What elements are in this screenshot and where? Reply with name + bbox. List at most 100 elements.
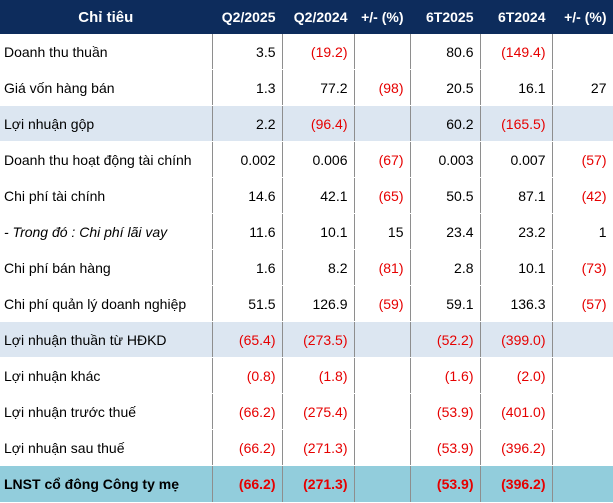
cell-q2-2024: 42.1 [282, 177, 355, 214]
row-label: Doanh thu hoạt động tài chính [0, 141, 213, 178]
cell-h-change: (73) [552, 249, 613, 286]
header-h-change: +/- (%) [552, 0, 613, 34]
cell-q-change [354, 429, 411, 466]
cell-6t2024: 136.3 [480, 285, 553, 322]
table-row: - Trong đó : Chi phí lãi vay 11.6 10.1 1… [0, 213, 613, 250]
cell-q-change [354, 357, 411, 394]
row-label: Chi phí quản lý doanh nghiệp [0, 285, 213, 322]
cell-6t2024: (149.4) [480, 34, 553, 70]
cell-h-change: (42) [552, 177, 613, 214]
cell-q2-2024: 10.1 [282, 213, 355, 250]
row-label: Lợi nhuận gộp [0, 105, 213, 142]
header-q2-2024: Q2/2024 [282, 0, 355, 34]
cell-q-change: (59) [354, 285, 411, 322]
cell-q2-2024: 126.9 [282, 285, 355, 322]
row-label: Lợi nhuận thuần từ HĐKD [0, 321, 213, 358]
cell-6t2024: (396.2) [480, 465, 553, 503]
cell-q2-2024: (273.5) [282, 321, 355, 358]
table-row: Chi phí bán hàng 1.6 8.2 (81) 2.8 10.1 (… [0, 249, 613, 286]
cell-q2-2025: 3.5 [212, 34, 283, 70]
table-row: Lợi nhuận thuần từ HĐKD (65.4) (273.5) (… [0, 321, 613, 358]
cell-h-change: (57) [552, 285, 613, 322]
row-label: Lợi nhuận trước thuế [0, 393, 213, 430]
row-label: LNST cổ đông Công ty mẹ [0, 465, 213, 503]
cell-h-change [552, 393, 613, 430]
cell-q2-2024: (96.4) [282, 105, 355, 142]
header-q2-2025: Q2/2025 [212, 0, 283, 34]
cell-q-change [354, 105, 411, 142]
cell-q2-2025: 1.6 [212, 249, 283, 286]
table-row: Giá vốn hàng bán 1.3 77.2 (98) 20.5 16.1… [0, 69, 613, 106]
row-label: Giá vốn hàng bán [0, 69, 213, 106]
cell-q2-2025: (66.2) [212, 465, 283, 503]
cell-6t2025: 80.6 [410, 34, 481, 70]
cell-h-change [552, 105, 613, 142]
cell-q2-2025: (0.8) [212, 357, 283, 394]
cell-6t2024: (396.2) [480, 429, 553, 466]
cell-q2-2025: (65.4) [212, 321, 283, 358]
table-row: Chi phí quản lý doanh nghiệp 51.5 126.9 … [0, 285, 613, 322]
cell-q2-2024: 8.2 [282, 249, 355, 286]
cell-6t2025: 60.2 [410, 105, 481, 142]
cell-h-change [552, 34, 613, 70]
table-row: Lợi nhuận sau thuế (66.2) (271.3) (53.9)… [0, 429, 613, 466]
row-label: Chi phí tài chính [0, 177, 213, 214]
cell-6t2024: 87.1 [480, 177, 553, 214]
cell-6t2025: 23.4 [410, 213, 481, 250]
table-row: Lợi nhuận gộp 2.2 (96.4) 60.2 (165.5) [0, 105, 613, 142]
table-row: Lợi nhuận trước thuế (66.2) (275.4) (53.… [0, 393, 613, 430]
cell-q2-2025: (66.2) [212, 429, 283, 466]
cell-q2-2025: (66.2) [212, 393, 283, 430]
cell-q-change: 15 [354, 213, 411, 250]
cell-6t2025: 2.8 [410, 249, 481, 286]
cell-q2-2024: (275.4) [282, 393, 355, 430]
header-q-change: +/- (%) [354, 0, 411, 34]
cell-6t2025: 20.5 [410, 69, 481, 106]
cell-q2-2024: (1.8) [282, 357, 355, 394]
table-body: Doanh thu thuần 3.5 (19.2) 80.6 (149.4) … [0, 34, 613, 503]
cell-h-change [552, 357, 613, 394]
cell-h-change [552, 321, 613, 358]
cell-q2-2025: 2.2 [212, 105, 283, 142]
cell-6t2025: 0.003 [410, 141, 481, 178]
cell-q2-2024: (271.3) [282, 429, 355, 466]
cell-6t2025: (53.9) [410, 429, 481, 466]
cell-6t2024: (401.0) [480, 393, 553, 430]
cell-h-change [552, 429, 613, 466]
cell-q-change [354, 321, 411, 358]
row-label: Chi phí bán hàng [0, 249, 213, 286]
cell-h-change: 1 [552, 213, 613, 250]
cell-q-change: (67) [354, 141, 411, 178]
cell-6t2024: 23.2 [480, 213, 553, 250]
table-row: Doanh thu thuần 3.5 (19.2) 80.6 (149.4) [0, 34, 613, 70]
cell-q2-2024: (19.2) [282, 34, 355, 70]
cell-6t2025: (52.2) [410, 321, 481, 358]
row-label: Lợi nhuận sau thuế [0, 429, 213, 466]
row-label: Doanh thu thuần [0, 34, 213, 70]
table-row-total: LNST cổ đông Công ty mẹ (66.2) (271.3) (… [0, 465, 613, 503]
row-label: Lợi nhuận khác [0, 357, 213, 394]
cell-h-change: (57) [552, 141, 613, 178]
cell-h-change: 27 [552, 69, 613, 106]
cell-6t2024: (399.0) [480, 321, 553, 358]
cell-6t2025: (53.9) [410, 393, 481, 430]
header-6t2024: 6T2024 [480, 0, 553, 34]
cell-q-change [354, 465, 411, 503]
table-row: Lợi nhuận khác (0.8) (1.8) (1.6) (2.0) [0, 357, 613, 394]
cell-q2-2024: 77.2 [282, 69, 355, 106]
cell-6t2024: (165.5) [480, 105, 553, 142]
cell-q2-2024: 0.006 [282, 141, 355, 178]
table-row: Doanh thu hoạt động tài chính 0.002 0.00… [0, 141, 613, 178]
cell-6t2024: 0.007 [480, 141, 553, 178]
cell-q2-2025: 51.5 [212, 285, 283, 322]
cell-q2-2025: 1.3 [212, 69, 283, 106]
cell-6t2025: (1.6) [410, 357, 481, 394]
cell-6t2025: 59.1 [410, 285, 481, 322]
cell-h-change [552, 465, 613, 503]
header-indicator: Chỉ tiêu [0, 0, 213, 34]
cell-q2-2025: 14.6 [212, 177, 283, 214]
row-label: - Trong đó : Chi phí lãi vay [0, 213, 213, 250]
table-header: Chỉ tiêu Q2/2025 Q2/2024 +/- (%) 6T2025 … [0, 0, 613, 34]
cell-6t2024: (2.0) [480, 357, 553, 394]
